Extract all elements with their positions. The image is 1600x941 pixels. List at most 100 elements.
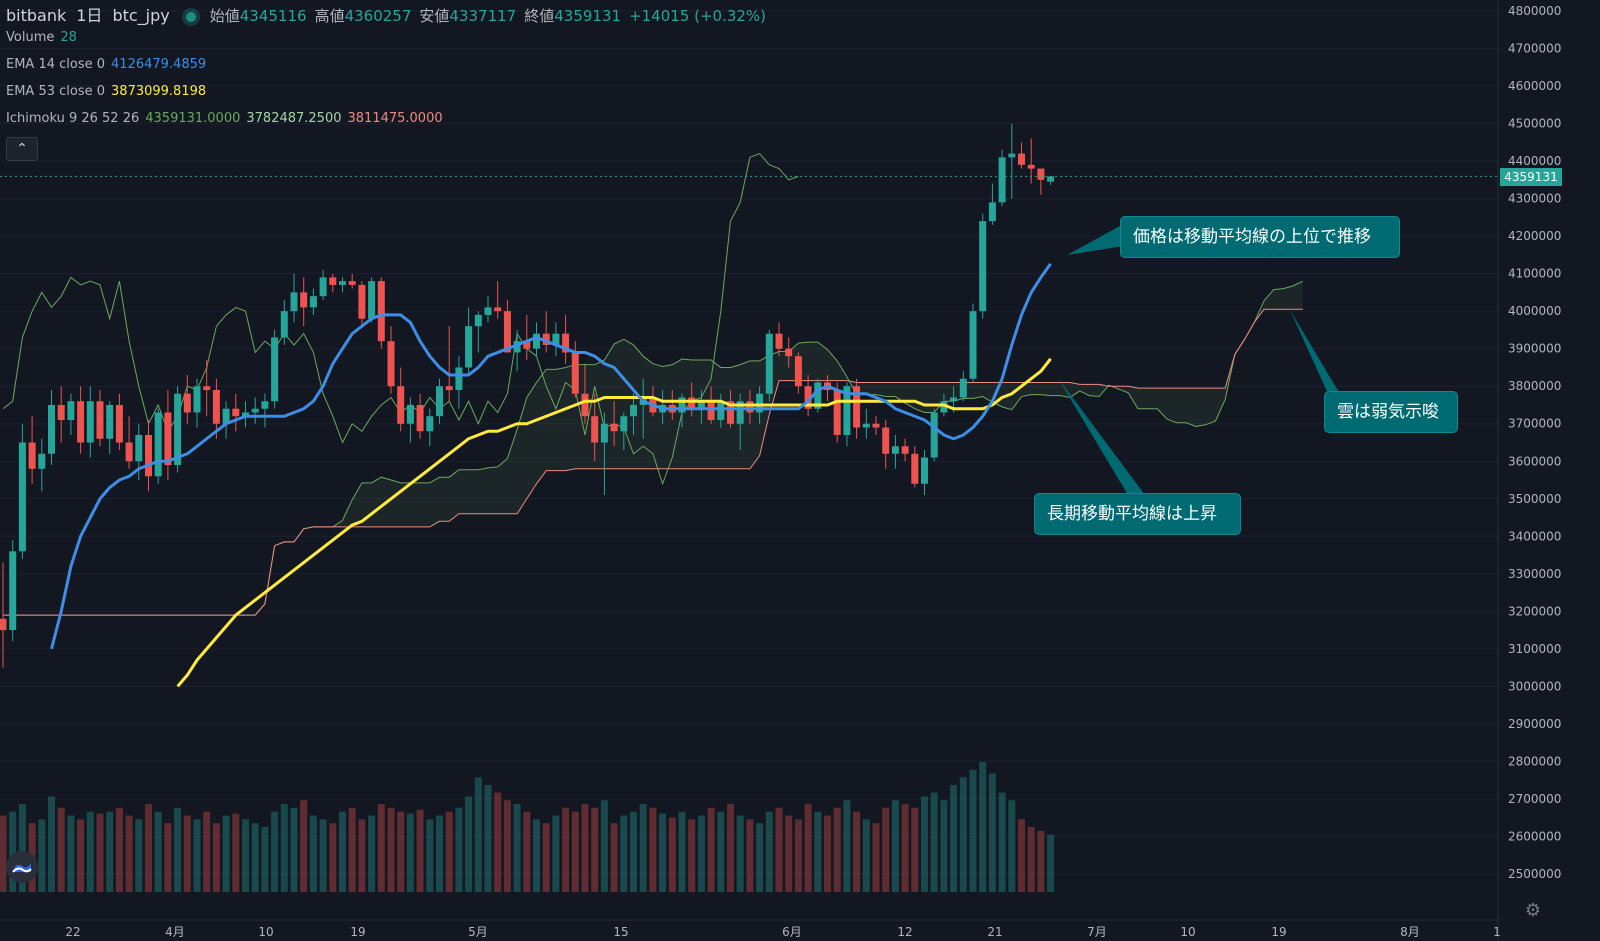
candle-body (9, 551, 17, 631)
annotation-price-above-ma[interactable]: 価格は移動平均線の上位で推移 (1120, 216, 1400, 258)
annotation-cloud-bearish[interactable]: 雲は弱気示唆 (1324, 391, 1458, 433)
candle (96, 389, 104, 447)
candle-body (717, 401, 725, 420)
volume-bar (882, 807, 890, 892)
volume-bar (242, 819, 249, 892)
ema14-legend[interactable]: EMA 14 close 0 4126479.4859 (6, 57, 212, 72)
volume-bar (455, 807, 463, 892)
candle-body (600, 423, 608, 443)
candle (232, 393, 240, 432)
candle-body (571, 352, 579, 394)
price-axis[interactable]: 2500000 2600000 2700000 2800000 2900000 30000… (1508, 4, 1561, 881)
candle (203, 359, 211, 417)
candle-body (174, 393, 182, 466)
price-tick-label: 2700000 (1508, 792, 1561, 806)
candle (309, 288, 317, 315)
volume-bar (106, 811, 114, 892)
candle-body (630, 404, 637, 417)
volume-bar (484, 784, 492, 892)
candle (600, 412, 608, 496)
candle-body (814, 382, 822, 409)
price-tick-label: 2500000 (1508, 867, 1561, 881)
volume-bar (1027, 827, 1035, 892)
tradingview-logo-icon[interactable] (6, 851, 38, 883)
volume-bar (86, 811, 94, 892)
candle-body (882, 427, 890, 454)
interval-label[interactable]: 1日 (76, 6, 103, 25)
candle-body (183, 393, 191, 413)
candle (1037, 168, 1045, 195)
candle (1047, 175, 1055, 185)
time-tick-label: 7月 (1087, 925, 1107, 939)
candle-body (271, 337, 279, 402)
candle (164, 389, 172, 481)
volume-bar (494, 792, 502, 892)
candle-body (387, 341, 395, 387)
candle-body (106, 404, 114, 439)
ema-lines (50, 262, 1052, 688)
candle-body (697, 401, 705, 409)
candle (290, 273, 298, 323)
pair-label[interactable]: btc_jpy (112, 6, 170, 25)
candle-body (542, 333, 550, 345)
candle (862, 408, 870, 439)
candle-body (86, 401, 94, 443)
candle (86, 386, 94, 458)
candle-body (484, 307, 492, 315)
candle-body (610, 423, 618, 432)
exchange-name[interactable]: bitbank (6, 6, 67, 25)
volume-bar (736, 815, 744, 892)
volume-bar (203, 811, 211, 892)
price-tick-label: 3100000 (1508, 642, 1561, 656)
time-tick-label: 10 (258, 925, 273, 939)
collapse-legend-button[interactable]: ⌃ (6, 137, 38, 161)
candle (406, 397, 414, 443)
leading-span-b (3, 308, 1303, 616)
gear-icon[interactable]: ⚙ (1524, 900, 1542, 921)
time-axis[interactable]: 22 4月 10 19 5月 15 6月 12 21 7月 10 19 8月 1 (65, 925, 1500, 939)
candle (610, 401, 618, 447)
candle-body (591, 416, 599, 443)
candle-body (794, 356, 802, 387)
volume-bar (571, 811, 579, 892)
change-value: +14015 (+0.32%) (629, 7, 767, 25)
cloud-fill (3, 281, 1303, 616)
candle-body (1037, 168, 1045, 180)
candle-body (998, 157, 1006, 203)
volume-bar (717, 811, 725, 892)
price-tick-label: 3700000 (1508, 417, 1561, 431)
low-label: 安値 (419, 7, 450, 25)
candle-body (203, 386, 211, 390)
candle-body (930, 412, 938, 458)
volume-bar (9, 811, 17, 892)
candle-body (736, 401, 744, 424)
time-tick-label: 8月 (1400, 925, 1420, 939)
ema53-legend[interactable]: EMA 53 close 0 3873099.8198 (6, 84, 212, 99)
candle-body (474, 314, 482, 327)
candle (145, 419, 152, 492)
candle (533, 322, 540, 357)
volume-bar (1018, 819, 1025, 892)
candle-body (1027, 164, 1035, 169)
ichimoku-value-1: 4359131.0000 (145, 111, 241, 126)
candle-body (145, 434, 152, 477)
low-value: 4337117 (449, 7, 517, 25)
price-tick-label: 4600000 (1508, 79, 1561, 93)
annotation-long-ma-rising[interactable]: 長期移動平均線は上昇 (1034, 493, 1241, 535)
volume-legend[interactable]: Volume 28 (6, 30, 83, 45)
volume-bar (833, 807, 841, 892)
candle-body (959, 378, 967, 398)
candle (183, 374, 191, 424)
time-tick-label: 12 (897, 925, 912, 939)
candle-body (436, 386, 443, 417)
candle (377, 277, 385, 349)
volume-bar (135, 819, 143, 892)
candle (1008, 123, 1016, 199)
volume-bar (1047, 834, 1055, 892)
volume-bar (1037, 830, 1045, 892)
volume-bar (639, 804, 647, 892)
volume-bar (212, 823, 220, 892)
candle-body (833, 389, 841, 435)
ichimoku-legend[interactable]: Ichimoku 9 26 52 26 4359131.0000 3782487.2… (6, 111, 449, 126)
